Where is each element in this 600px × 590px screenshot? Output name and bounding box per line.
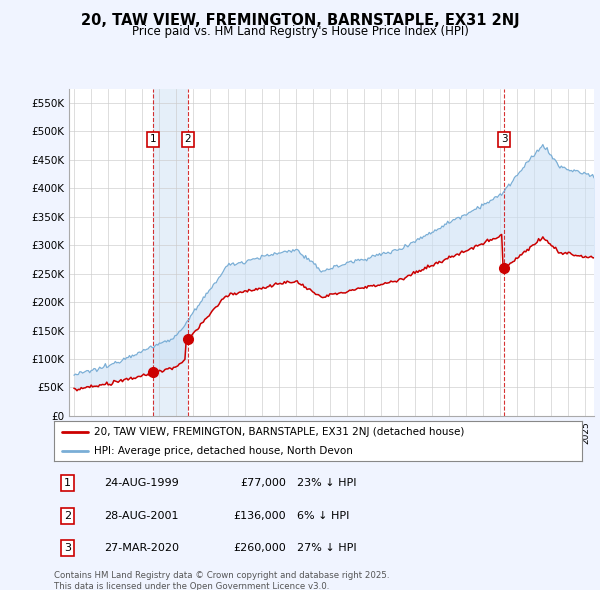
Text: 2: 2 <box>64 511 71 520</box>
Text: 23% ↓ HPI: 23% ↓ HPI <box>297 478 356 488</box>
Text: HPI: Average price, detached house, North Devon: HPI: Average price, detached house, Nort… <box>94 447 352 456</box>
Text: £260,000: £260,000 <box>233 543 286 553</box>
Text: £77,000: £77,000 <box>241 478 286 488</box>
Text: 1: 1 <box>150 135 157 144</box>
Text: Price paid vs. HM Land Registry's House Price Index (HPI): Price paid vs. HM Land Registry's House … <box>131 25 469 38</box>
Text: 3: 3 <box>501 135 508 144</box>
Text: 20, TAW VIEW, FREMINGTON, BARNSTAPLE, EX31 2NJ: 20, TAW VIEW, FREMINGTON, BARNSTAPLE, EX… <box>80 13 520 28</box>
Text: 27-MAR-2020: 27-MAR-2020 <box>104 543 179 553</box>
Text: 1: 1 <box>64 478 71 488</box>
Text: £136,000: £136,000 <box>233 511 286 520</box>
Text: 6% ↓ HPI: 6% ↓ HPI <box>297 511 349 520</box>
Text: 20, TAW VIEW, FREMINGTON, BARNSTAPLE, EX31 2NJ (detached house): 20, TAW VIEW, FREMINGTON, BARNSTAPLE, EX… <box>94 427 464 437</box>
Text: 3: 3 <box>64 543 71 553</box>
Text: 24-AUG-1999: 24-AUG-1999 <box>104 478 179 488</box>
Text: 27% ↓ HPI: 27% ↓ HPI <box>297 543 356 553</box>
Text: 2: 2 <box>184 135 191 144</box>
Text: Contains HM Land Registry data © Crown copyright and database right 2025.
This d: Contains HM Land Registry data © Crown c… <box>54 571 389 590</box>
Text: 28-AUG-2001: 28-AUG-2001 <box>104 511 179 520</box>
